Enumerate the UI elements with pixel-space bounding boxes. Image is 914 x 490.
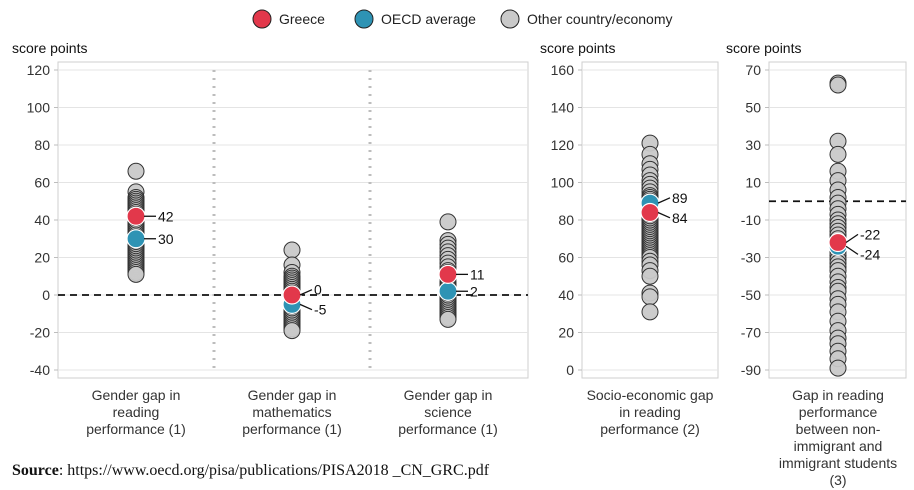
point-other-country [641,288,659,306]
point-other-country [127,162,145,180]
y-axis-title: score points [12,40,87,56]
point-other-country [439,213,457,231]
legend-label-greece: Greece [279,11,325,27]
y-tick-label: 100 [551,175,575,191]
y-tick-label: 140 [551,100,575,116]
point-oecd-average [438,281,458,301]
data-label-oecd-average: -5 [314,302,327,318]
y-tick-label: 50 [745,100,761,116]
category-label: Gender gap in [248,387,337,403]
data-label-greece-leader [299,289,313,296]
y-axis-title: score points [726,40,801,56]
point-other-country [641,303,659,321]
category-label: performance (2) [600,421,700,437]
data-label-greece-leader [845,233,859,244]
y-tick-label: 80 [558,212,574,228]
category-label: Gap in reading [792,387,884,403]
y-tick-label: 120 [551,137,575,153]
data-label-greece: 11 [470,266,485,282]
data-label-oecd-average-leader [657,197,671,204]
category-label: mathematics [252,404,331,420]
data-label-greece: 0 [314,282,322,298]
y-tick-label: 160 [551,62,575,78]
legend-marker-oecd-average [354,9,374,29]
y-tick-label: -20 [30,325,50,341]
category-label: performance (1) [242,421,342,437]
y-tick-label: 100 [27,100,51,116]
y-tick-label: 60 [34,175,50,191]
source-label: Source [12,462,59,479]
y-tick-label: 0 [42,287,50,303]
category-label: in reading [619,404,681,420]
category-label: Socio-economic gap [587,387,714,403]
point-other-country [283,241,301,259]
y-tick-label: -40 [30,362,50,378]
y-tick-label: -30 [741,250,761,266]
y-tick-label: -10 [741,212,761,228]
y-tick-label: 10 [745,175,761,191]
point-greece [126,206,146,226]
legend-label-other-country: Other country/economy [527,11,673,27]
category-label: science [424,404,472,420]
legend-label-oecd-average: OECD average [381,11,476,27]
category-label: performance (1) [86,421,186,437]
point-other-country [641,267,659,285]
point-other-country [283,322,301,340]
y-tick-label: 30 [745,137,761,153]
data-label-greece-leader [657,211,671,219]
category-label: performance (1) [398,421,498,437]
point-other-country [829,359,847,377]
y-tick-label: 80 [34,137,50,153]
y-tick-label: 70 [745,62,761,78]
category-label: Gender gap in [92,387,181,403]
data-label-oecd-average: 89 [672,190,688,206]
point-other-country [829,76,847,94]
point-greece [828,232,848,253]
y-axis-title: score points [540,40,615,56]
category-label: (3) [829,472,846,488]
category-label: Gender gap in [404,387,493,403]
point-greece [640,202,660,223]
y-tick-label: -50 [741,287,761,303]
point-oecd-average [126,229,146,249]
y-tick-label: 20 [558,325,574,341]
y-tick-label: -70 [741,325,761,341]
y-tick-label: 40 [34,212,50,228]
legend-marker-greece [252,9,272,29]
point-other-country [127,265,145,283]
y-tick-label: 0 [566,362,574,378]
point-greece [438,264,458,284]
source-note: Source: https://www.oecd.org/pisa/public… [12,462,489,480]
y-tick-label: -90 [741,362,761,378]
point-greece [282,285,302,305]
point-other-country [829,145,847,163]
category-label: between non- [796,421,881,437]
legend-marker-other-country [500,9,520,29]
data-label-greece: 84 [672,210,688,226]
data-label-oecd-average: 2 [470,283,478,299]
chart-panel-immigrant-gap: score points 70 50 30 10 -10 -30 -50 -70 -90 -22 -2… [726,40,907,488]
data-label-oecd-average: 30 [158,231,174,247]
y-tick-label: 120 [27,62,51,78]
y-tick-label: 60 [558,250,574,266]
chart-panel-socio-economic-gap: score points 160 140 120 100 80 60 40 20 0 84 89 Soc… [540,40,719,437]
category-label: performance [799,404,878,420]
source-text: : https://www.oecd.org/pisa/publications… [58,462,490,479]
y-tick-label: 20 [34,250,50,266]
chart-legend: Greece OECD average Other country/econom… [252,9,673,29]
data-label-oecd-average-leader [299,303,313,311]
point-other-country [439,310,457,328]
chart-panel-gender-gaps: score points120100806040200-20-404230Gen… [12,40,529,437]
category-label: reading [113,404,160,420]
y-tick-label: 40 [558,287,574,303]
data-label-greece: 42 [158,208,174,224]
category-label: immigrant students [779,455,897,471]
data-label-oecd-average: -24 [860,246,880,262]
data-label-oecd-average-leader [845,245,859,255]
data-label-greece: -22 [860,226,880,242]
category-label: immigrant and [794,438,883,454]
